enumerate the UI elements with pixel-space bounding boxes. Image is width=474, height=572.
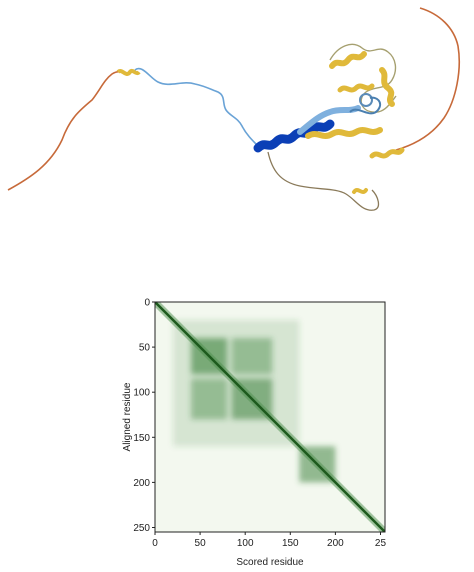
y-tick-label: 250 bbox=[133, 523, 150, 534]
lower-loop bbox=[267, 151, 380, 211]
n-terminal-coil bbox=[7, 70, 129, 191]
y-axis: 0 50 100 150 200 250 bbox=[133, 298, 155, 534]
y-tick-label: 200 bbox=[133, 478, 150, 489]
domain-loop-ring bbox=[359, 93, 373, 107]
x-tick-label: 150 bbox=[282, 538, 299, 549]
x-axis-label: Scored residue bbox=[236, 557, 304, 568]
protein-structure-view bbox=[7, 7, 461, 211]
y-axis-label: Aligned residue bbox=[122, 382, 133, 451]
x-axis: 0 50 100 150 200 25 bbox=[152, 532, 386, 549]
small-helix-bottom bbox=[352, 188, 368, 194]
core-helix bbox=[253, 119, 335, 153]
x-tick-label: 100 bbox=[237, 538, 254, 549]
y-tick-label: 150 bbox=[133, 433, 150, 444]
helix-extension bbox=[297, 105, 361, 135]
pae-heatmap bbox=[155, 302, 385, 532]
domain-helix-mid bbox=[337, 83, 375, 93]
domain-inner-coil bbox=[349, 96, 382, 115]
y-tick-label: 0 bbox=[144, 298, 150, 309]
domain-helix-right bbox=[379, 67, 395, 107]
diagonal-line bbox=[155, 302, 385, 532]
small-helix-left bbox=[116, 68, 141, 76]
linker-coil bbox=[134, 67, 259, 147]
x-tick-label: 50 bbox=[195, 538, 207, 549]
domain-helix-top bbox=[329, 51, 367, 69]
y-tick-label: 100 bbox=[133, 388, 150, 399]
globular-domain-coil bbox=[329, 43, 397, 113]
y-tick-label: 50 bbox=[139, 343, 151, 354]
c-terminal-helix bbox=[369, 147, 405, 159]
x-tick-label: 200 bbox=[327, 538, 344, 549]
plot-frame bbox=[154, 301, 386, 533]
c-terminal-coil bbox=[395, 7, 461, 151]
x-tick-label: 25 bbox=[375, 538, 387, 549]
lower-helix bbox=[305, 127, 383, 139]
x-tick-label: 0 bbox=[152, 538, 158, 549]
